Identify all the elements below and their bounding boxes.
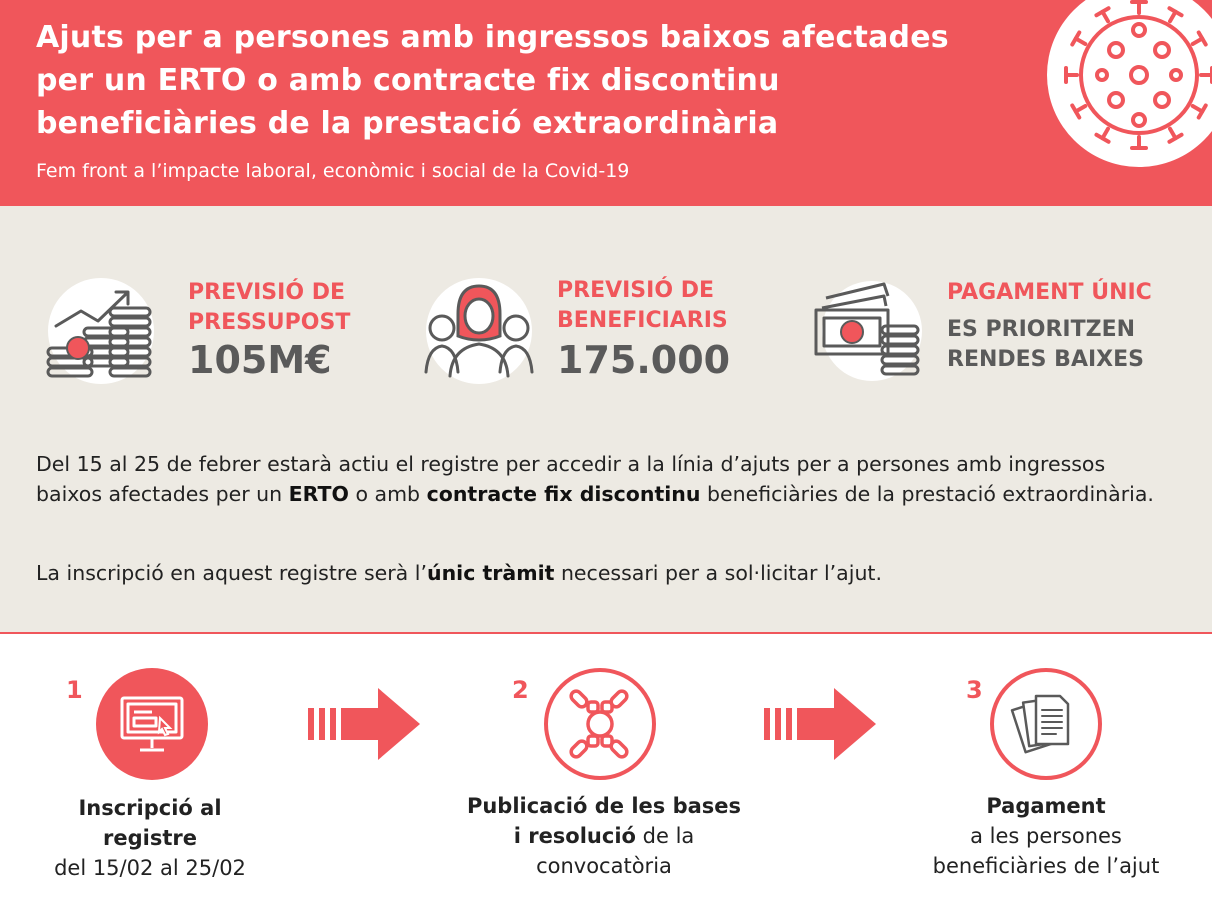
computer-icon <box>120 696 184 752</box>
chain-link-icon <box>569 689 629 759</box>
step-1-text: Inscripció al registre del 15/02 al 25/0… <box>54 796 246 880</box>
documents-icon <box>1010 694 1070 754</box>
arrow-right-icon <box>764 688 876 760</box>
stat-beneficiaries-label: PREVISIÓ DE BENEFICIARIS <box>557 278 728 333</box>
stat-beneficiaries-value: 175.000 <box>557 338 731 382</box>
step-1-circle <box>96 668 208 780</box>
title-line-1: Ajuts per a persones amb ingressos baixo… <box>36 20 949 55</box>
banknotes-icon <box>814 281 922 381</box>
virus-icon <box>1047 0 1212 167</box>
page-title: Ajuts per a persones amb ingressos baixo… <box>36 16 996 145</box>
arrow-right-icon <box>308 688 420 760</box>
step-3-number: 3 <box>966 676 983 704</box>
intro-paragraph-1: Del 15 al 25 de febrer estarà actiu el r… <box>36 452 1154 506</box>
coins-growth-icon <box>46 278 154 384</box>
step-2-text: Publicació de les bases i resolució de l… <box>466 794 742 878</box>
step-3-text: Pagament a les persones beneficiàries de… <box>932 794 1160 878</box>
intro-paragraph-2: La inscripció en aquest registre serà l’… <box>36 561 882 585</box>
header-banner: Ajuts per a persones amb ingressos baixo… <box>0 0 1212 206</box>
step-2-circle <box>544 668 656 780</box>
step-3-circle <box>990 668 1102 780</box>
stat-budget-value: 105M€ <box>188 338 332 382</box>
title-line-2: per un ERTO o amb contracte fix disconti… <box>36 63 780 98</box>
summary-section: PREVISIÓ DE PRESSUPOST 105M€ PREVISIÓ DE… <box>0 206 1212 632</box>
people-icon <box>424 278 534 384</box>
step-1-number: 1 <box>66 676 83 704</box>
page-subtitle: Fem front a l’impacte laboral, econòmic … <box>36 160 630 182</box>
stat-budget-label: PREVISIÓ DE PRESSUPOST <box>188 280 351 335</box>
stat-payment-detail: ES PRIORITZEN RENDES BAIXES <box>947 317 1144 372</box>
step-2-number: 2 <box>512 676 529 704</box>
section-divider <box>0 632 1212 634</box>
stat-payment-label: PAGAMENT ÚNIC <box>947 280 1152 305</box>
title-line-3: beneficiàries de la prestació extraordin… <box>36 106 779 141</box>
